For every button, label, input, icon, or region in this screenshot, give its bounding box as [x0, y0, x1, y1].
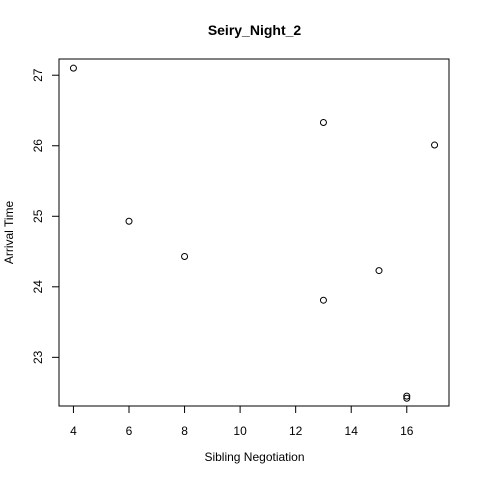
- data-point: [375, 267, 383, 275]
- data-point: [319, 296, 327, 304]
- y-tick-label: 27: [31, 68, 45, 82]
- data-point: [403, 394, 411, 402]
- y-tick-label: 26: [31, 139, 45, 153]
- x-tick-label: 8: [181, 424, 188, 438]
- x-axis: 4 6 8 10 12 14 16: [70, 405, 414, 438]
- y-tick-label: 23: [31, 350, 45, 364]
- data-point: [403, 392, 411, 400]
- y-axis: 23 24 25 26 27: [31, 68, 60, 364]
- x-tick-label: 4: [70, 424, 77, 438]
- data-point: [431, 141, 439, 149]
- y-tick-label: 24: [31, 280, 45, 294]
- data-point: [181, 252, 189, 260]
- y-tick-label: 25: [31, 209, 45, 223]
- x-tick-label: 16: [400, 424, 414, 438]
- x-tick-label: 14: [345, 424, 359, 438]
- y-axis-label: Arrival Time: [2, 201, 16, 265]
- x-axis-label: Sibling Negotiation: [204, 450, 304, 464]
- x-tick-label: 6: [126, 424, 133, 438]
- data-point: [69, 64, 77, 72]
- x-tick-label: 12: [289, 424, 303, 438]
- data-point: [319, 118, 327, 126]
- plot-frame: [58, 58, 450, 407]
- x-tick-label: 10: [233, 424, 247, 438]
- data-point: [125, 217, 133, 225]
- data-points: [69, 64, 439, 402]
- chart-title: Seiry_Night_2: [208, 22, 302, 38]
